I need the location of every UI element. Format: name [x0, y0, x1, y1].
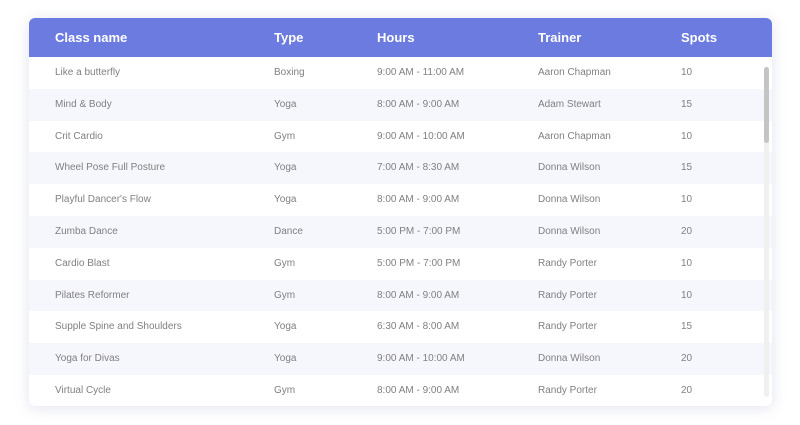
table-row[interactable]: Virtual Cycle Gym 8:00 AM - 9:00 AM Rand… — [29, 375, 772, 406]
table-row[interactable]: Wheel Pose Full Posture Yoga 7:00 AM - 8… — [29, 152, 772, 185]
cell-trainer: Randy Porter — [538, 257, 597, 269]
table-row[interactable]: Supple Spine and Shoulders Yoga 6:30 AM … — [29, 311, 772, 343]
header-type[interactable]: Type — [274, 30, 304, 45]
cell-spots: 20 — [681, 384, 693, 396]
cell-type: Yoga — [274, 353, 297, 365]
cell-trainer: Aaron Chapman — [538, 67, 611, 78]
cell-class-name: Playful Dancer's Flow — [55, 194, 151, 206]
header-trainer[interactable]: Trainer — [538, 30, 582, 45]
table-body[interactable]: Like a butterfly Boxing 9:00 AM - 11:00 … — [29, 57, 772, 406]
cell-type: Yoga — [274, 98, 297, 110]
cell-hours: 9:00 AM - 10:00 AM — [377, 130, 465, 142]
cell-trainer: Donna Wilson — [538, 353, 601, 365]
cell-class-name: Like a butterfly — [55, 67, 121, 78]
cell-trainer: Randy Porter — [538, 384, 597, 396]
cell-hours: 9:00 AM - 11:00 AM — [377, 67, 465, 78]
cell-spots: 10 — [681, 289, 693, 301]
cell-class-name: Mind & Body — [55, 98, 112, 110]
cell-class-name: Supple Spine and Shoulders — [55, 321, 182, 333]
table-row[interactable]: Playful Dancer's Flow Yoga 8:00 AM - 9:0… — [29, 184, 772, 216]
cell-hours: 9:00 AM - 10:00 AM — [377, 353, 465, 365]
cell-trainer: Adam Stewart — [538, 98, 601, 110]
table-row[interactable]: Pilates Reformer Gym 8:00 AM - 9:00 AM R… — [29, 279, 772, 312]
cell-hours: 5:00 PM - 7:00 PM — [377, 257, 461, 269]
cell-hours: 5:00 PM - 7:00 PM — [377, 225, 461, 237]
cell-type: Gym — [274, 130, 296, 142]
cell-class-name: Wheel Pose Full Posture — [55, 162, 166, 174]
table-header: Class name Type Hours Trainer Spots — [29, 18, 772, 57]
table-row[interactable]: Zumba Dance Dance 5:00 PM - 7:00 PM Donn… — [29, 215, 772, 248]
cell-type: Yoga — [274, 194, 297, 206]
cell-class-name: Crit Cardio — [55, 130, 103, 142]
cell-spots: 15 — [681, 162, 693, 174]
cell-class-name: Yoga for Divas — [55, 353, 120, 365]
cell-spots: 10 — [681, 194, 693, 206]
header-spots[interactable]: Spots — [681, 30, 718, 45]
cell-hours: 8:00 AM - 9:00 AM — [377, 98, 460, 110]
cell-hours: 8:00 AM - 9:00 AM — [377, 194, 460, 206]
cell-spots: 20 — [681, 225, 693, 237]
cell-hours: 8:00 AM - 9:00 AM — [377, 384, 460, 396]
cell-class-name: Virtual Cycle — [55, 384, 111, 396]
header-class-name[interactable]: Class name — [55, 30, 128, 45]
cell-trainer: Aaron Chapman — [538, 130, 611, 142]
classes-table: Class name Type Hours Trainer Spots Like… — [29, 18, 772, 406]
cell-type: Yoga — [274, 162, 297, 174]
vertical-scrollbar[interactable] — [764, 67, 769, 397]
table-row[interactable]: Mind & Body Yoga 8:00 AM - 9:00 AM Adam … — [29, 88, 772, 121]
cell-trainer: Donna Wilson — [538, 162, 601, 174]
cell-trainer: Randy Porter — [538, 289, 597, 301]
cell-hours: 7:00 AM - 8:30 AM — [377, 162, 460, 174]
cell-spots: 10 — [681, 130, 693, 142]
table-row[interactable]: Cardio Blast Gym 5:00 PM - 7:00 PM Randy… — [29, 248, 772, 280]
cell-spots: 20 — [681, 353, 693, 365]
cell-type: Boxing — [274, 67, 305, 78]
cell-trainer: Randy Porter — [538, 321, 597, 333]
cell-hours: 6:30 AM - 8:00 AM — [377, 321, 460, 333]
cell-trainer: Donna Wilson — [538, 194, 601, 206]
cell-class-name: Cardio Blast — [55, 257, 110, 269]
cell-trainer: Donna Wilson — [538, 225, 601, 237]
cell-spots: 15 — [681, 321, 693, 333]
header-hours[interactable]: Hours — [377, 30, 415, 45]
cell-spots: 10 — [681, 67, 693, 78]
scrollbar-thumb[interactable] — [764, 67, 769, 143]
cell-spots: 10 — [681, 257, 693, 269]
cell-class-name: Zumba Dance — [55, 225, 118, 237]
cell-hours: 8:00 AM - 9:00 AM — [377, 289, 460, 301]
cell-type: Gym — [274, 289, 296, 301]
table-row[interactable]: Like a butterfly Boxing 9:00 AM - 11:00 … — [29, 57, 772, 89]
cell-type: Gym — [274, 384, 296, 396]
cell-type: Dance — [274, 225, 303, 237]
table-row[interactable]: Yoga for Divas Yoga 9:00 AM - 10:00 AM D… — [29, 343, 772, 375]
cell-class-name: Pilates Reformer — [55, 289, 130, 301]
cell-spots: 15 — [681, 98, 693, 110]
cell-type: Gym — [274, 257, 296, 269]
cell-type: Yoga — [274, 321, 297, 333]
table-row[interactable]: Crit Cardio Gym 9:00 AM - 10:00 AM Aaron… — [29, 121, 772, 153]
